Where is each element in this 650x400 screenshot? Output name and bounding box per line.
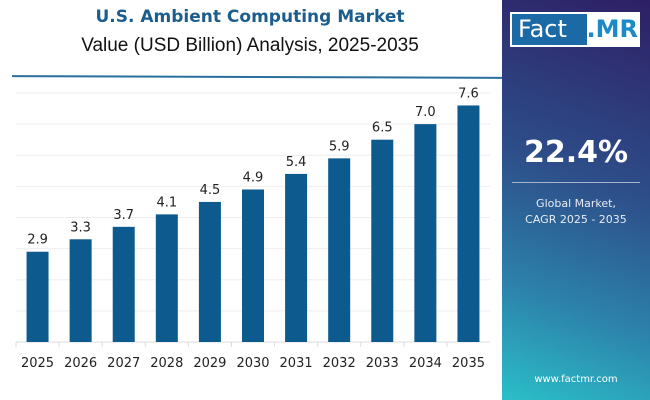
x-tick-label-2025: 2025 bbox=[21, 356, 54, 371]
bar-chart: 2.9 2025 3.3 2026 3.7 2027 4.1 2028 4.5 2029 4.9 20… bbox=[15, 86, 490, 371]
bar-2034 bbox=[414, 124, 437, 342]
data-label-2030: 4.9 bbox=[243, 170, 264, 185]
bar-2029 bbox=[198, 201, 221, 342]
x-tick-label-2030: 2030 bbox=[236, 356, 269, 371]
x-tick-label-2033: 2033 bbox=[366, 356, 399, 371]
title-divider bbox=[11, 75, 503, 79]
data-label-2026: 3.3 bbox=[70, 220, 91, 235]
bar-2030 bbox=[242, 189, 264, 342]
bar-2033 bbox=[371, 139, 394, 342]
logo-fact: Fact bbox=[512, 14, 587, 45]
data-label-2034: 7.0 bbox=[415, 105, 436, 120]
side-panel: Fact .MR 22.4% Global Market, CAGR 2025 … bbox=[502, 0, 650, 400]
bar-2032 bbox=[328, 158, 351, 342]
data-label-2031: 5.4 bbox=[286, 155, 307, 170]
data-label-2028: 4.1 bbox=[156, 195, 177, 210]
bar-2027 bbox=[112, 226, 135, 342]
bar-2025 bbox=[26, 251, 49, 342]
cagr-desc-line2: CAGR 2025 - 2035 bbox=[525, 213, 627, 226]
bar-2026 bbox=[69, 239, 92, 342]
x-tick-label-2032: 2032 bbox=[323, 356, 356, 371]
data-label-2033: 6.5 bbox=[372, 121, 393, 136]
data-label-2029: 4.5 bbox=[200, 183, 221, 198]
cagr-value: 22.4% bbox=[523, 135, 629, 170]
logo-mr: .MR bbox=[586, 14, 638, 45]
x-tick-label-2028: 2028 bbox=[150, 356, 183, 371]
chart-title: U.S. Ambient Computing Market bbox=[95, 7, 405, 27]
data-label-2025: 2.9 bbox=[27, 233, 48, 248]
cagr-description: Global Market, CAGR 2025 - 2035 bbox=[502, 196, 650, 228]
bar-2035 bbox=[457, 105, 480, 342]
data-label-2035: 7.6 bbox=[458, 86, 479, 101]
x-tick-label-2026: 2026 bbox=[64, 356, 97, 371]
bar-2031 bbox=[285, 173, 308, 342]
cagr-desc-line1: Global Market, bbox=[536, 197, 616, 210]
bar-2028 bbox=[155, 214, 178, 342]
panel-divider bbox=[512, 182, 640, 183]
factmr-logo: Fact .MR bbox=[510, 12, 640, 47]
x-tick-label-2029: 2029 bbox=[193, 356, 226, 371]
x-tick-label-2035: 2035 bbox=[452, 356, 485, 371]
x-tick-label-2031: 2031 bbox=[280, 356, 313, 371]
x-tick-label-2034: 2034 bbox=[409, 356, 442, 371]
data-label-2027: 3.7 bbox=[113, 208, 134, 223]
data-label-2032: 5.9 bbox=[329, 139, 350, 154]
website-url: www.factmr.com bbox=[534, 374, 618, 385]
chart-subtitle: Value (USD Billion) Analysis, 2025-2035 bbox=[81, 35, 419, 56]
x-tick-label-2027: 2027 bbox=[107, 356, 140, 371]
